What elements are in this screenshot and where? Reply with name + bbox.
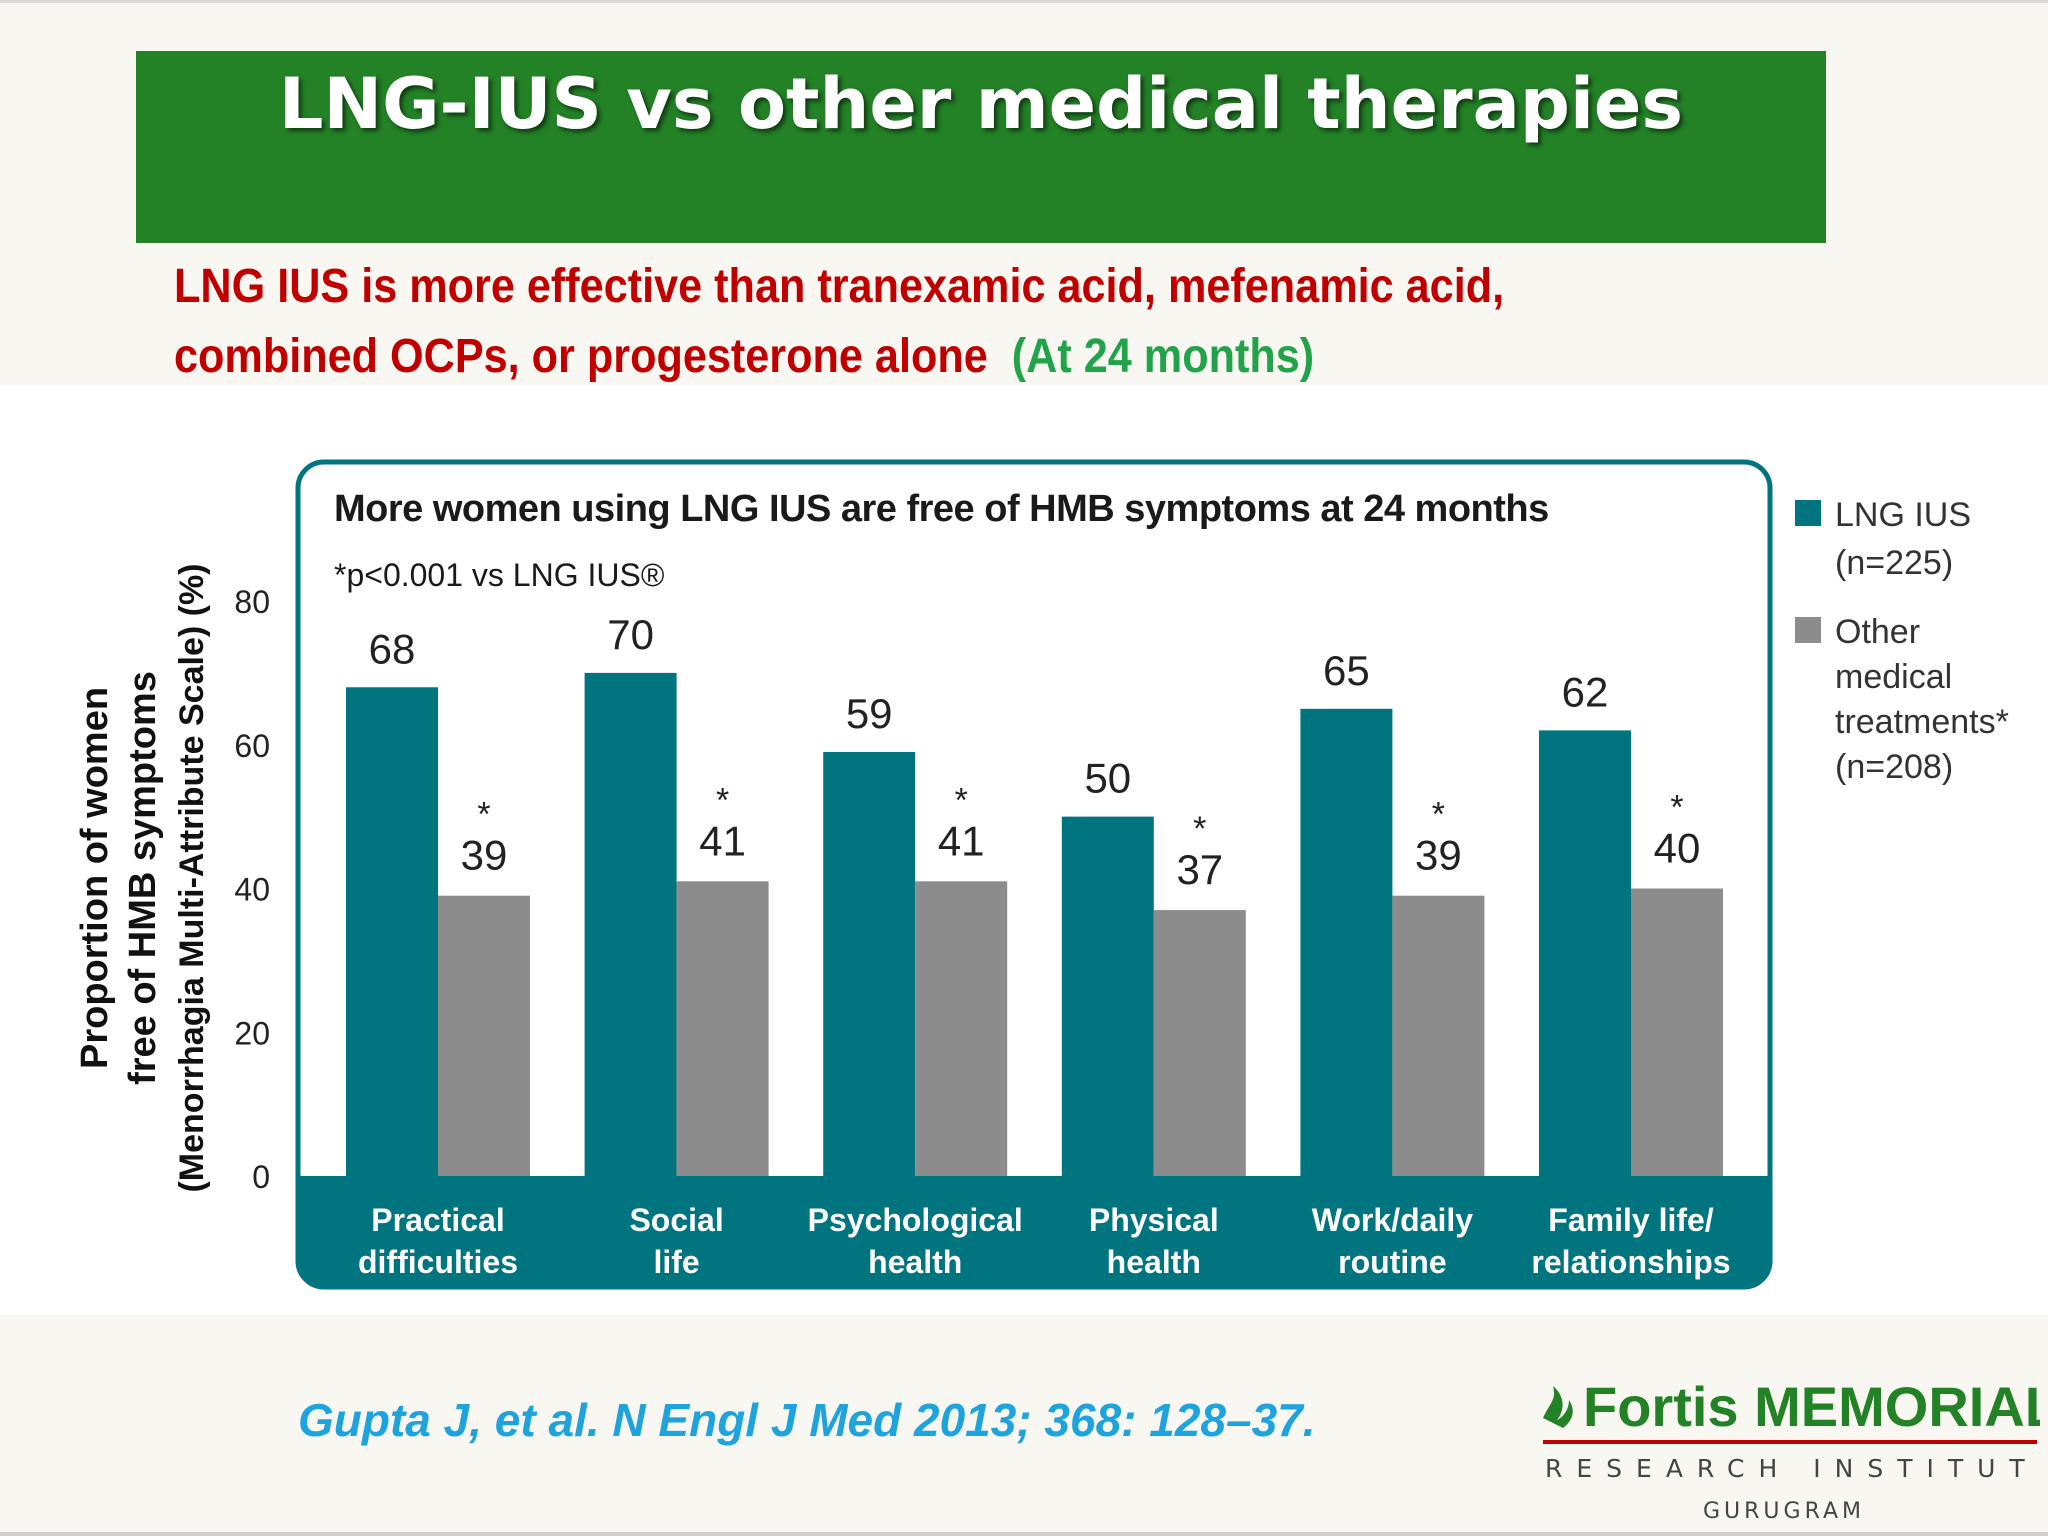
bar-other-treatments: [915, 881, 1008, 1176]
y-axis-label: (Menorrhagia Multi-Attribute Scale) (%): [173, 563, 211, 1192]
fortis-logo: Fortis MEMORIAL RESEARCH INSTITUTE GURUG…: [1543, 1375, 2040, 1524]
bar-other-treatments: [1631, 888, 1723, 1176]
legend-label-lng-ius: LNG IUS: [1835, 496, 1971, 534]
significance-marker: *: [955, 781, 968, 819]
category-label: health: [1107, 1244, 1201, 1280]
legend-swatch-other: [1795, 617, 1821, 643]
bar-other-treatments: [1392, 895, 1485, 1176]
logo-rule: [1543, 1440, 2037, 1444]
chart-title: More women using LNG IUS are free of HMB…: [334, 488, 1549, 530]
category-label: life: [653, 1244, 699, 1280]
category-label: Social: [629, 1202, 723, 1238]
subtitle-line-2-text: combined OCPs, or progesterone alone: [174, 330, 988, 383]
bar-lng-ius: [584, 672, 677, 1176]
logo-name: Fortis MEMORIAL: [1583, 1375, 2040, 1438]
y-tick-label: 20: [234, 1015, 270, 1051]
top-border: [0, 0, 2048, 3]
y-tick-label: 0: [252, 1159, 270, 1195]
y-tick-label: 80: [234, 584, 270, 620]
legend-label-lng-ius: (n=225): [1835, 544, 1953, 582]
significance-marker: *: [1432, 796, 1445, 834]
legend-label-other: Other: [1835, 613, 1920, 651]
logo-line-3: GURUGRAM: [1703, 1499, 1865, 1524]
legend-swatch-lng-ius: [1795, 500, 1821, 526]
bar-chart: More women using LNG IUS are free of HMB…: [74, 459, 2009, 1290]
category-label: difficulties: [358, 1244, 518, 1280]
bar-lng-ius: [346, 687, 438, 1176]
y-tick-label: 60: [234, 728, 270, 764]
category-label: routine: [1338, 1244, 1446, 1280]
slide-subtitle: LNG IUS is more effective than tranexami…: [174, 252, 1704, 392]
slide-title: LNG-IUS vs other medical therapies: [278, 63, 1684, 145]
data-label-other: 41: [699, 817, 746, 864]
data-label-other: 41: [938, 817, 985, 864]
significance-marker: *: [477, 796, 490, 834]
subtitle-line-2: combined OCPs, or progesterone alone (At…: [174, 322, 1704, 392]
legend-label-other: medical: [1835, 658, 1952, 696]
category-label: health: [868, 1244, 962, 1280]
data-label-other: 37: [1176, 846, 1223, 893]
bottom-border: [0, 1532, 2048, 1536]
citation: Gupta J, et al. N Engl J Med 2013; 368: …: [298, 1394, 1316, 1446]
data-label-lng-ius: 65: [1323, 647, 1370, 694]
logo-flame-icon: [1543, 1386, 1573, 1428]
title-banner: LNG-IUS vs other medical therapies: [136, 51, 1826, 243]
category-label: relationships: [1531, 1244, 1730, 1280]
y-tick-label: 40: [234, 872, 270, 908]
bar-other-treatments: [676, 881, 769, 1176]
category-label: Family life/: [1548, 1202, 1714, 1238]
significance-marker: *: [1670, 789, 1683, 827]
category-label: Practical: [371, 1202, 504, 1238]
category-label: Work/daily: [1312, 1202, 1473, 1238]
category-axis-band: [298, 1176, 1770, 1287]
bar-lng-ius: [1061, 816, 1154, 1176]
data-label-other: 40: [1654, 825, 1701, 872]
bar-lng-ius: [1300, 708, 1393, 1176]
category-label: Physical: [1089, 1202, 1219, 1238]
category-label: Psychological: [808, 1202, 1023, 1238]
y-axis-label: Proportion of women: [74, 687, 116, 1069]
bar-lng-ius: [1539, 730, 1631, 1176]
data-label-lng-ius: 68: [369, 625, 416, 672]
subtitle-line-1: LNG IUS is more effective than tranexami…: [174, 260, 1505, 313]
legend-label-other: (n=208): [1835, 748, 1953, 786]
significance-marker: *: [716, 781, 729, 819]
data-label-lng-ius: 59: [846, 690, 893, 737]
bar-other-treatments: [1153, 910, 1246, 1176]
subtitle-note: (At 24 months): [1011, 330, 1315, 383]
bar-other-treatments: [438, 895, 530, 1176]
bar-lng-ius: [823, 751, 916, 1176]
data-label-lng-ius: 50: [1084, 755, 1131, 802]
data-label-lng-ius: 70: [607, 611, 654, 658]
y-axis-label: free of HMB symptoms: [122, 671, 164, 1085]
significance-marker: *: [1193, 810, 1206, 848]
data-label-other: 39: [1415, 832, 1462, 879]
chart-footnote: *p<0.001 vs LNG IUS®: [334, 557, 665, 593]
data-label-lng-ius: 62: [1562, 668, 1609, 715]
data-label-other: 39: [461, 832, 508, 879]
legend-label-other: treatments*: [1835, 703, 2009, 741]
logo-line-2: RESEARCH INSTITUTE: [1545, 1454, 2040, 1483]
